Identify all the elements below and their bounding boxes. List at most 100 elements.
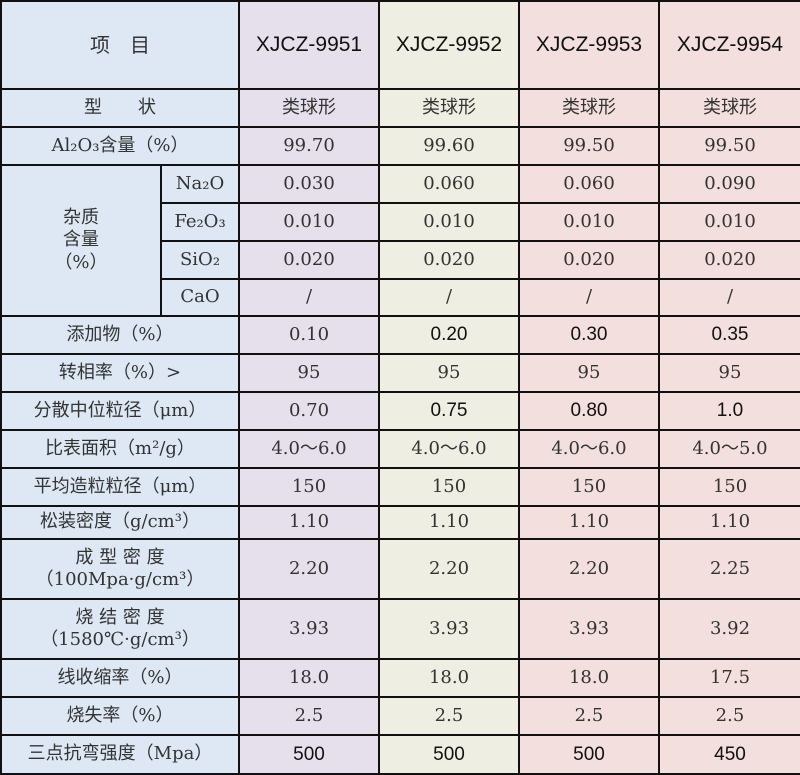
value-cell: 150 bbox=[658, 467, 800, 507]
value-cell: 18.0 bbox=[238, 658, 380, 698]
value-cell: 17.5 bbox=[658, 658, 800, 698]
value-cell: 0.10 bbox=[238, 315, 380, 355]
value-cell: 类球形 bbox=[658, 88, 800, 128]
value-cell: 2.5 bbox=[658, 696, 800, 736]
impurity-label: CaO bbox=[160, 278, 240, 317]
value-cell: 0.010 bbox=[378, 202, 520, 242]
value-cell: 500 bbox=[518, 734, 660, 775]
impurity-label: Na₂O bbox=[160, 164, 240, 204]
table-row: 三点抗弯强度（Mpa） 500 500 500 450 bbox=[0, 734, 800, 775]
value-cell: 0.020 bbox=[238, 240, 380, 280]
value-cell: / bbox=[658, 278, 800, 317]
value-cell: 4.0～6.0 bbox=[378, 429, 520, 469]
value-cell: / bbox=[238, 278, 380, 317]
value-cell: 2.5 bbox=[238, 696, 380, 736]
row-label: 型 状 bbox=[0, 88, 240, 128]
value-cell: 0.75 bbox=[378, 391, 520, 431]
value-cell: 95 bbox=[518, 353, 660, 393]
row-label: 成 型 密 度 （100Mpa·g/cm³） bbox=[0, 538, 240, 600]
value-cell: 0.060 bbox=[518, 164, 660, 204]
value-cell: 0.010 bbox=[658, 202, 800, 242]
value-cell: 3.92 bbox=[658, 598, 800, 660]
impurity-label: SiO₂ bbox=[160, 240, 240, 280]
row-label: 线收缩率（%） bbox=[0, 658, 240, 698]
value-cell: 3.93 bbox=[518, 598, 660, 660]
value-cell: 18.0 bbox=[378, 658, 520, 698]
value-cell: / bbox=[378, 278, 520, 317]
value-cell: 0.20 bbox=[378, 315, 520, 355]
value-cell: 2.20 bbox=[378, 538, 520, 600]
table-row: 平均造粒粒径（μm） 150 150 150 150 bbox=[0, 467, 800, 507]
value-cell: 类球形 bbox=[238, 88, 380, 128]
value-cell: 0.060 bbox=[378, 164, 520, 204]
row-label: 烧 结 密 度 （1580℃·g/cm³） bbox=[0, 598, 240, 660]
value-cell: 2.20 bbox=[518, 538, 660, 600]
header-row: 项 目 XJCZ-9951 XJCZ-9952 XJCZ-9953 XJCZ-9… bbox=[0, 0, 800, 90]
value-cell: 3.93 bbox=[238, 598, 380, 660]
row-label: 添加物（%） bbox=[0, 315, 240, 355]
header-model: XJCZ-9954 bbox=[658, 0, 800, 90]
table-row: 转相率（%）> 95 95 95 95 bbox=[0, 353, 800, 393]
value-cell: 1.10 bbox=[378, 505, 520, 540]
table-row: 型 状类球形 类球形 类球形 类球形 bbox=[0, 88, 800, 128]
table-row: 线收缩率（%） 18.0 18.0 18.0 17.5 bbox=[0, 658, 800, 698]
table-row: 松装密度（g/cm³） 1.10 1.10 1.10 1.10 bbox=[0, 505, 800, 540]
value-cell: 1.10 bbox=[658, 505, 800, 540]
value-cell: 1.10 bbox=[238, 505, 380, 540]
table-row: 烧 结 密 度 （1580℃·g/cm³） 3.93 3.93 3.93 3.92 bbox=[0, 598, 800, 660]
impurity-group-label: 杂质 含量 （%） bbox=[0, 164, 162, 317]
value-cell: 95 bbox=[658, 353, 800, 393]
row-label: 比表面积（m²/g） bbox=[0, 429, 240, 469]
value-cell: 18.0 bbox=[518, 658, 660, 698]
row-label: Al₂O₃含量（%） bbox=[0, 126, 240, 166]
value-cell: 4.0～6.0 bbox=[238, 429, 380, 469]
table-row: SiO₂ 0.020 0.020 0.020 0.020 bbox=[1, 240, 800, 280]
table-row: 成 型 密 度 （100Mpa·g/cm³） 2.20 2.20 2.20 2.25 bbox=[0, 538, 800, 600]
value-cell: 0.020 bbox=[378, 240, 520, 280]
table-row: 杂质 含量 （%） Na₂O 0.030 0.060 0.060 0.090 bbox=[0, 164, 800, 317]
value-cell: 1.0 bbox=[658, 391, 800, 431]
value-cell: 0.010 bbox=[238, 202, 380, 242]
value-cell: 2.5 bbox=[518, 696, 660, 736]
value-cell: 4.0～6.0 bbox=[518, 429, 660, 469]
table-row: 比表面积（m²/g） 4.0～6.0 4.0～6.0 4.0～6.0 4.0～5.0 bbox=[0, 429, 800, 469]
value-cell: 0.80 bbox=[518, 391, 660, 431]
header-model: XJCZ-9952 bbox=[378, 0, 520, 90]
table-row: Fe₂O₃ 0.010 0.010 0.010 0.010 bbox=[1, 202, 800, 242]
value-cell: / bbox=[518, 278, 660, 317]
value-cell: 1.10 bbox=[518, 505, 660, 540]
header-model: XJCZ-9953 bbox=[518, 0, 660, 90]
value-cell: 0.090 bbox=[658, 164, 800, 204]
value-cell: 2.20 bbox=[238, 538, 380, 600]
value-cell: 类球形 bbox=[378, 88, 520, 128]
value-cell: 0.35 bbox=[658, 315, 800, 355]
value-cell: 0.030 bbox=[238, 164, 380, 204]
value-cell: 95 bbox=[378, 353, 520, 393]
value-cell: 99.60 bbox=[378, 126, 520, 166]
value-cell: 0.30 bbox=[518, 315, 660, 355]
row-label: 转相率（%）> bbox=[0, 353, 240, 393]
header-item: 项 目 bbox=[0, 0, 240, 90]
value-cell: 99.70 bbox=[238, 126, 380, 166]
row-label: 松装密度（g/cm³） bbox=[0, 505, 240, 540]
value-cell: 150 bbox=[238, 467, 380, 507]
row-label: 烧失率（%） bbox=[0, 696, 240, 736]
table-row: 烧失率（%） 2.5 2.5 2.5 2.5 bbox=[0, 696, 800, 736]
value-cell: 2.5 bbox=[378, 696, 520, 736]
value-cell: 0.020 bbox=[518, 240, 660, 280]
header-model: XJCZ-9951 bbox=[238, 0, 380, 90]
value-cell: 500 bbox=[238, 734, 380, 775]
value-cell: 3.93 bbox=[378, 598, 520, 660]
value-cell: 类球形 bbox=[518, 88, 660, 128]
row-label: 平均造粒粒径（μm） bbox=[0, 467, 240, 507]
value-cell: 95 bbox=[238, 353, 380, 393]
value-cell: 150 bbox=[378, 467, 520, 507]
value-cell: 99.50 bbox=[658, 126, 800, 166]
impurity-label: Fe₂O₃ bbox=[160, 202, 240, 242]
value-cell: 2.25 bbox=[658, 538, 800, 600]
table-row: 分散中位粒径（μm） 0.70 0.75 0.80 1.0 bbox=[0, 391, 800, 431]
row-label: 分散中位粒径（μm） bbox=[0, 391, 240, 431]
value-cell: 99.50 bbox=[518, 126, 660, 166]
value-cell: 4.0～5.0 bbox=[658, 429, 800, 469]
